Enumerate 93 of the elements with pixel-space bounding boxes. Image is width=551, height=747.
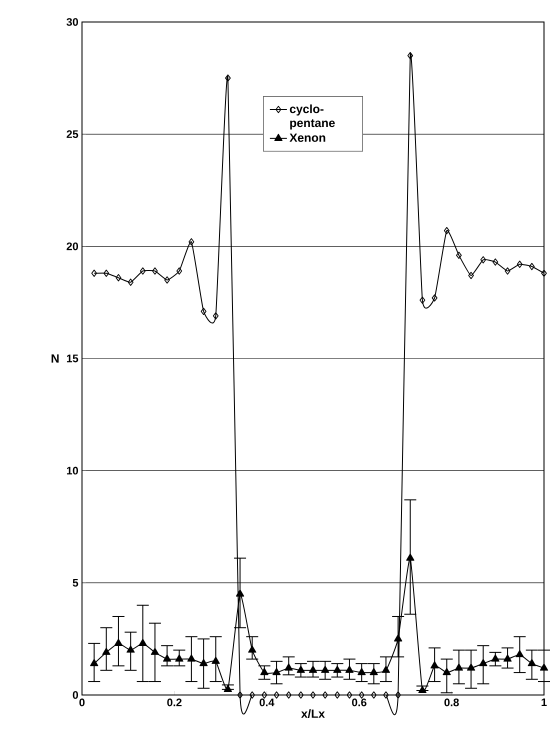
point [175, 654, 184, 662]
point [286, 691, 292, 699]
point [140, 267, 146, 275]
point [480, 256, 486, 264]
point [298, 691, 304, 699]
x-tick-label: 0.4 [260, 698, 274, 706]
point [442, 668, 451, 676]
point [224, 684, 232, 692]
point [116, 274, 122, 282]
y-tick-label: 0 [72, 691, 78, 699]
point [322, 691, 328, 699]
point [432, 294, 438, 302]
point [272, 668, 281, 676]
x-axis-title: x/Lx [301, 709, 325, 718]
x-tick-label: 0.2 [167, 698, 182, 706]
point [176, 267, 182, 275]
point [395, 691, 401, 699]
y-tick-label: 25 [66, 130, 78, 138]
x-tick-label: 1 [542, 698, 547, 706]
point [492, 258, 498, 266]
point [382, 666, 390, 673]
point [541, 270, 547, 277]
point [444, 226, 450, 234]
point [334, 691, 340, 699]
point [200, 308, 206, 316]
point [383, 691, 389, 699]
legend-label: cyclo-pentane [290, 104, 335, 130]
point [466, 663, 476, 671]
point [249, 691, 256, 699]
point [200, 658, 208, 666]
point [358, 691, 364, 699]
x-tick-label: 0.8 [444, 698, 459, 706]
y-axis-title: N [52, 354, 59, 363]
legend-label: Xenon [290, 134, 326, 142]
point [237, 691, 243, 699]
point [333, 666, 342, 673]
point [394, 634, 402, 642]
point [187, 654, 196, 662]
point [346, 691, 352, 699]
point [236, 589, 244, 597]
y-tick-label: 10 [66, 466, 78, 475]
point [456, 252, 462, 259]
point [296, 666, 305, 673]
point [321, 666, 330, 673]
point [138, 638, 147, 646]
point [91, 270, 97, 277]
point [310, 691, 316, 699]
point [345, 666, 354, 673]
point [468, 272, 474, 280]
point [529, 262, 535, 270]
point [114, 638, 123, 646]
point [102, 648, 110, 655]
point [260, 668, 268, 676]
y-tick-label: 20 [66, 242, 78, 250]
point [262, 691, 268, 699]
point [150, 648, 160, 655]
y-tick-label: 30 [66, 18, 78, 26]
point [418, 686, 426, 694]
point [188, 238, 194, 246]
point [528, 658, 536, 666]
point [503, 654, 512, 662]
point [103, 270, 110, 277]
point [516, 650, 524, 658]
point [516, 260, 523, 268]
point [454, 663, 463, 671]
point [248, 645, 256, 653]
point [128, 278, 134, 286]
point [90, 658, 98, 666]
point [420, 296, 426, 304]
point [163, 654, 172, 662]
point [370, 668, 378, 676]
point [212, 656, 220, 664]
point [284, 663, 293, 671]
point [225, 74, 231, 82]
point [164, 276, 170, 284]
point [308, 666, 318, 673]
y-tick-label: 5 [72, 579, 78, 587]
point [540, 663, 548, 671]
point [212, 312, 219, 320]
point [491, 654, 500, 662]
x-tick-label: 0.6 [352, 698, 366, 706]
point [358, 668, 366, 676]
point [407, 52, 414, 60]
point [126, 645, 135, 653]
point [406, 554, 414, 561]
point [430, 661, 439, 668]
point [152, 267, 158, 275]
x-tick-label: 0 [79, 698, 85, 706]
point [504, 267, 510, 275]
point [370, 691, 377, 699]
point [479, 658, 488, 666]
point [274, 691, 280, 699]
y-tick-label: 15 [66, 354, 78, 362]
